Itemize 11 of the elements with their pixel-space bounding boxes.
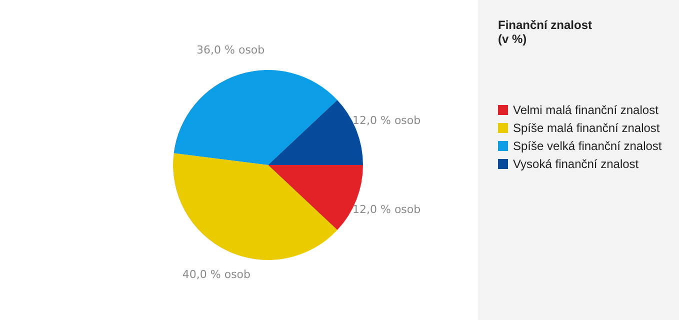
data-label: 12,0 % osob xyxy=(352,203,421,216)
pie-slice xyxy=(173,153,338,260)
legend-label: Spíše malá finanční znalost xyxy=(513,121,660,135)
pie-slice xyxy=(174,70,338,165)
data-label: 12,0 % osob xyxy=(352,114,421,127)
legend-label: Vysoká finanční znalost xyxy=(513,157,639,171)
data-label: 40,0 % osob xyxy=(182,268,251,281)
legend-label: Spíše velká finanční znalost xyxy=(513,139,662,153)
legend-title: Finanční znalost (v %) xyxy=(498,18,592,46)
legend-label: Velmi malá finanční znalost xyxy=(513,103,658,117)
data-label: 36,0 % osob xyxy=(196,43,265,56)
